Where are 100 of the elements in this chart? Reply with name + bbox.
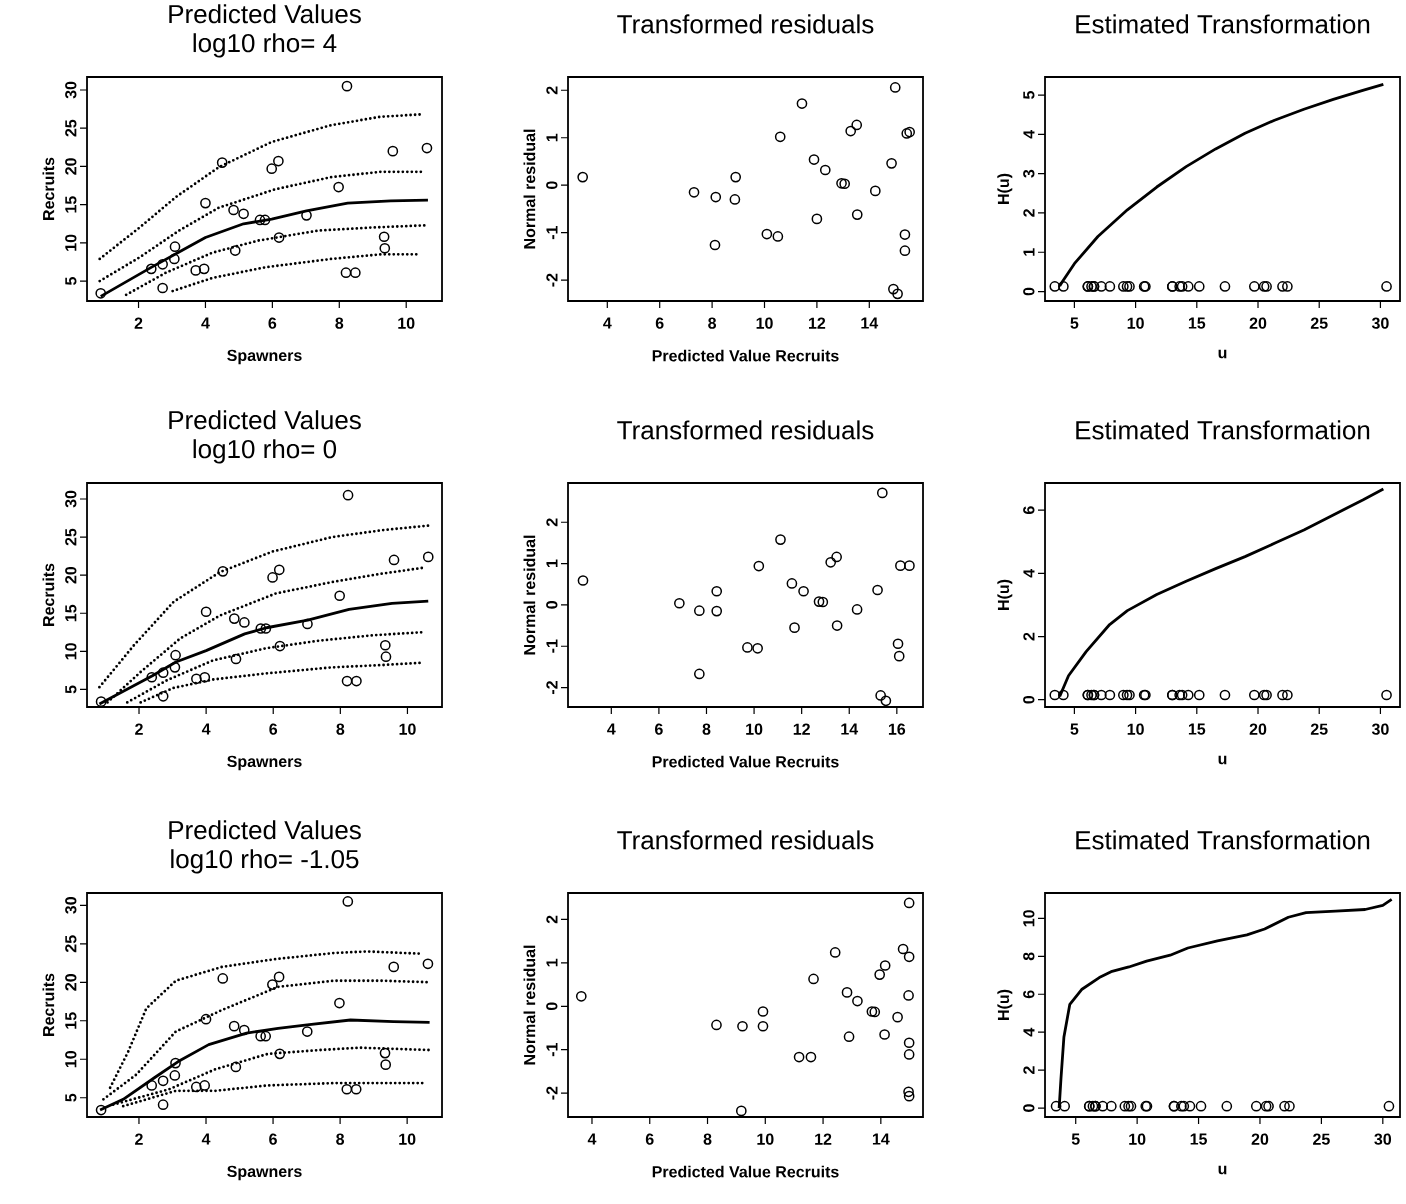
point bbox=[892, 288, 903, 300]
x-tick-label: 20 bbox=[1249, 723, 1267, 735]
point bbox=[880, 695, 892, 707]
x-tick-label: 10 bbox=[1127, 317, 1144, 329]
x-tick-label: 12 bbox=[815, 1133, 832, 1145]
point bbox=[273, 564, 285, 576]
point bbox=[825, 556, 837, 568]
point bbox=[903, 1049, 915, 1060]
point bbox=[422, 958, 434, 970]
y-tick-label: 20 bbox=[65, 566, 77, 584]
line-series bbox=[98, 1018, 431, 1112]
line-series bbox=[98, 524, 430, 689]
point bbox=[735, 1105, 747, 1117]
point bbox=[216, 157, 228, 168]
point bbox=[808, 973, 819, 985]
point bbox=[95, 1104, 107, 1116]
point bbox=[903, 951, 915, 963]
x-tick-label: 10 bbox=[399, 1133, 416, 1145]
point bbox=[798, 585, 809, 597]
x-tick-label: 10 bbox=[1127, 723, 1144, 735]
y-tick-label: 30 bbox=[65, 490, 77, 508]
x-tick-label: 8 bbox=[335, 317, 344, 329]
point bbox=[387, 145, 399, 157]
point bbox=[421, 142, 433, 154]
point bbox=[893, 650, 905, 662]
point bbox=[341, 675, 353, 687]
point bbox=[836, 177, 847, 189]
point bbox=[899, 245, 911, 257]
point bbox=[274, 1048, 286, 1060]
point bbox=[899, 229, 911, 240]
y-tick-label: 25 bbox=[65, 528, 77, 546]
point bbox=[694, 668, 705, 680]
y-tick-label: -2 bbox=[546, 681, 558, 695]
point bbox=[796, 98, 808, 109]
y-tick-label: 0 bbox=[1023, 1104, 1035, 1112]
x-tick-label: 8 bbox=[708, 317, 717, 329]
point bbox=[199, 1080, 211, 1091]
point bbox=[886, 158, 897, 169]
x-tick-label: 2 bbox=[135, 723, 143, 735]
y-tick-label: 20 bbox=[65, 974, 77, 991]
point bbox=[729, 194, 741, 205]
point bbox=[757, 1006, 769, 1017]
x-tick-label: 6 bbox=[269, 1133, 277, 1145]
point bbox=[170, 1057, 181, 1069]
point bbox=[301, 210, 312, 221]
point bbox=[334, 590, 346, 602]
point bbox=[157, 258, 168, 270]
point bbox=[422, 551, 434, 563]
point bbox=[190, 265, 202, 276]
point bbox=[145, 263, 157, 275]
point bbox=[829, 947, 841, 958]
x-tick-label: 10 bbox=[399, 723, 416, 735]
point bbox=[811, 213, 823, 225]
point bbox=[889, 82, 901, 93]
point bbox=[831, 620, 843, 631]
point bbox=[851, 604, 863, 615]
point bbox=[694, 605, 705, 617]
y-tick-label: 15 bbox=[65, 1012, 77, 1029]
y-axis-title: H(u) bbox=[997, 579, 1013, 610]
point bbox=[875, 690, 886, 701]
point bbox=[342, 489, 354, 501]
point bbox=[772, 231, 784, 242]
point bbox=[888, 283, 899, 295]
point bbox=[775, 534, 786, 545]
point bbox=[238, 1024, 250, 1036]
chart-title: Estimated Transformation bbox=[1076, 420, 1370, 440]
x-tick-label: 10 bbox=[746, 723, 763, 735]
point bbox=[895, 560, 906, 571]
point bbox=[903, 1086, 914, 1098]
x-axis-title: Spawners bbox=[227, 349, 302, 365]
point bbox=[388, 961, 400, 973]
point bbox=[757, 1020, 769, 1032]
x-tick-label: 5 bbox=[1070, 723, 1079, 735]
x-tick-label: 10 bbox=[756, 317, 773, 329]
y-tick-label: 1 bbox=[546, 958, 558, 967]
point bbox=[341, 80, 353, 92]
point bbox=[577, 171, 589, 183]
x-tick-label: 5 bbox=[1071, 1133, 1080, 1145]
y-tick-label: -2 bbox=[546, 1086, 558, 1100]
point bbox=[254, 214, 266, 226]
chart-title: Predicted Values bbox=[169, 410, 361, 430]
point bbox=[876, 487, 888, 499]
point bbox=[351, 675, 362, 687]
point bbox=[342, 896, 354, 907]
point bbox=[199, 671, 211, 683]
y-tick-label: 10 bbox=[65, 234, 77, 251]
x-tick-label: 8 bbox=[703, 1133, 712, 1145]
x-axis-title: Predicted Value Recruits bbox=[652, 755, 839, 768]
point bbox=[674, 597, 685, 609]
y-tick-label: 1 bbox=[546, 133, 558, 142]
x-tick-label: 30 bbox=[1371, 317, 1389, 329]
point bbox=[761, 228, 773, 240]
y-tick-label: 2 bbox=[1023, 632, 1035, 641]
point bbox=[753, 560, 765, 572]
point bbox=[228, 613, 240, 624]
point bbox=[200, 1013, 212, 1025]
x-tick-label: 4 bbox=[587, 1133, 597, 1145]
y-tick-label: 4 bbox=[1023, 568, 1035, 578]
point bbox=[333, 181, 344, 193]
point bbox=[198, 263, 210, 275]
